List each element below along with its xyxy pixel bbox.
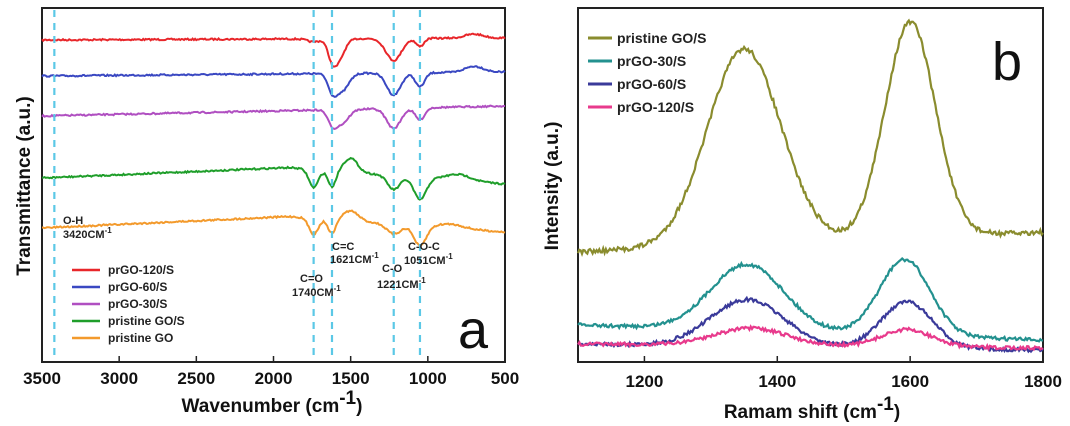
y-axis-label-b: Intensity (a.u.) — [542, 122, 563, 251]
x-tick-label-a: 3000 — [100, 369, 138, 388]
series-line — [577, 324, 1044, 353]
plot-frame-b — [577, 7, 1044, 363]
svg-text:1051CM-1: 1051CM-1 — [404, 252, 453, 267]
svg-text:pristine GO: pristine GO — [108, 331, 173, 345]
svg-text:O-H: O-H — [63, 215, 83, 227]
legend-item: prGO-60/S — [72, 280, 167, 294]
annotation-co: C=O 1740CM-1 — [292, 273, 341, 299]
panel-label-b: b — [992, 32, 1022, 92]
x-axis-label-a: Wavenumber (cm-1) — [182, 388, 363, 417]
svg-text:prGO-30/S: prGO-30/S — [617, 53, 686, 69]
legend-a: prGO-120/S prGO-60/S prGO-30/S pristine … — [72, 263, 185, 345]
annotation-oh: O-H 3420CM-1 — [63, 215, 112, 241]
x-tick-label-a: 500 — [491, 369, 519, 388]
svg-text:C-O: C-O — [382, 263, 403, 275]
series-line — [41, 65, 506, 98]
series-line — [577, 257, 1044, 343]
legend-item: prGO-30/S — [72, 297, 167, 311]
svg-text:prGO-60/S: prGO-60/S — [617, 76, 686, 92]
y-axis-label-a: Transmittance (a.u.) — [14, 96, 35, 276]
x-tick-label-b: 1200 — [626, 372, 664, 391]
x-tick-label-b: 1400 — [758, 372, 796, 391]
x-tick-label-a: 2000 — [255, 369, 293, 388]
series-line — [41, 104, 505, 131]
legend-item: pristine GO/S — [72, 314, 185, 328]
legend-item: prGO-60/S — [588, 76, 686, 92]
a-series-group — [41, 32, 506, 247]
series-line — [41, 209, 506, 247]
annotation-c-o: C-O 1221CM-1 — [377, 263, 426, 291]
x-tick-label-b: 1800 — [1024, 372, 1062, 391]
b-x-ticks: 1200 1400 1600 1800 — [626, 356, 1062, 391]
legend-item: prGO-120/S — [72, 263, 174, 277]
x-tick-label-a: 1500 — [332, 369, 370, 388]
x-tick-label-a: 1000 — [409, 369, 447, 388]
svg-text:prGO-60/S: prGO-60/S — [108, 280, 167, 294]
svg-text:pristine GO/S: pristine GO/S — [617, 30, 706, 46]
x-tick-label-b: 1600 — [891, 372, 929, 391]
a-reference-lines — [53, 10, 422, 360]
x-tick-label-a: 3500 — [23, 369, 61, 388]
series-line — [41, 156, 506, 201]
legend-item: prGO-120/S — [588, 99, 694, 115]
panel-b: 1200 1400 1600 1800 Ramam shift (cm-1) Inte… — [542, 7, 1062, 423]
svg-text:C-O-C: C-O-C — [408, 241, 440, 253]
legend-b: pristine GO/S prGO-30/S prGO-60/S prGO-1… — [588, 30, 706, 115]
svg-text:prGO-120/S: prGO-120/S — [617, 99, 694, 115]
x-axis-label-b: Ramam shift (cm-1) — [724, 394, 900, 423]
svg-text:pristine GO/S: pristine GO/S — [108, 314, 185, 328]
legend-item: pristine GO — [72, 331, 173, 345]
annotation-cc: C=C 1621CM-1 — [330, 241, 379, 266]
svg-text:C=O: C=O — [300, 273, 323, 285]
panel-label-a: a — [458, 300, 489, 360]
x-tick-label-a: 2500 — [177, 369, 215, 388]
svg-text:1221CM-1: 1221CM-1 — [377, 276, 426, 291]
legend-item: prGO-30/S — [588, 53, 686, 69]
series-line — [576, 18, 1044, 258]
svg-text:C=C: C=C — [332, 241, 354, 253]
b-series-group — [576, 18, 1044, 354]
a-x-ticks: 3500 3000 2500 2000 1500 1000 500 — [23, 356, 519, 388]
annotation-coc: C-O-C 1051CM-1 — [404, 241, 453, 267]
svg-text:1740CM-1: 1740CM-1 — [292, 284, 341, 299]
svg-text:prGO-120/S: prGO-120/S — [108, 263, 174, 277]
svg-text:prGO-30/S: prGO-30/S — [108, 297, 167, 311]
legend-item: pristine GO/S — [588, 30, 706, 46]
series-line — [41, 32, 506, 68]
svg-text:3420CM-1: 3420CM-1 — [63, 226, 112, 241]
panel-a: 3500 3000 2500 2000 1500 1000 500 Wavenumber (… — [14, 7, 519, 417]
svg-text:1621CM-1: 1621CM-1 — [330, 251, 379, 266]
